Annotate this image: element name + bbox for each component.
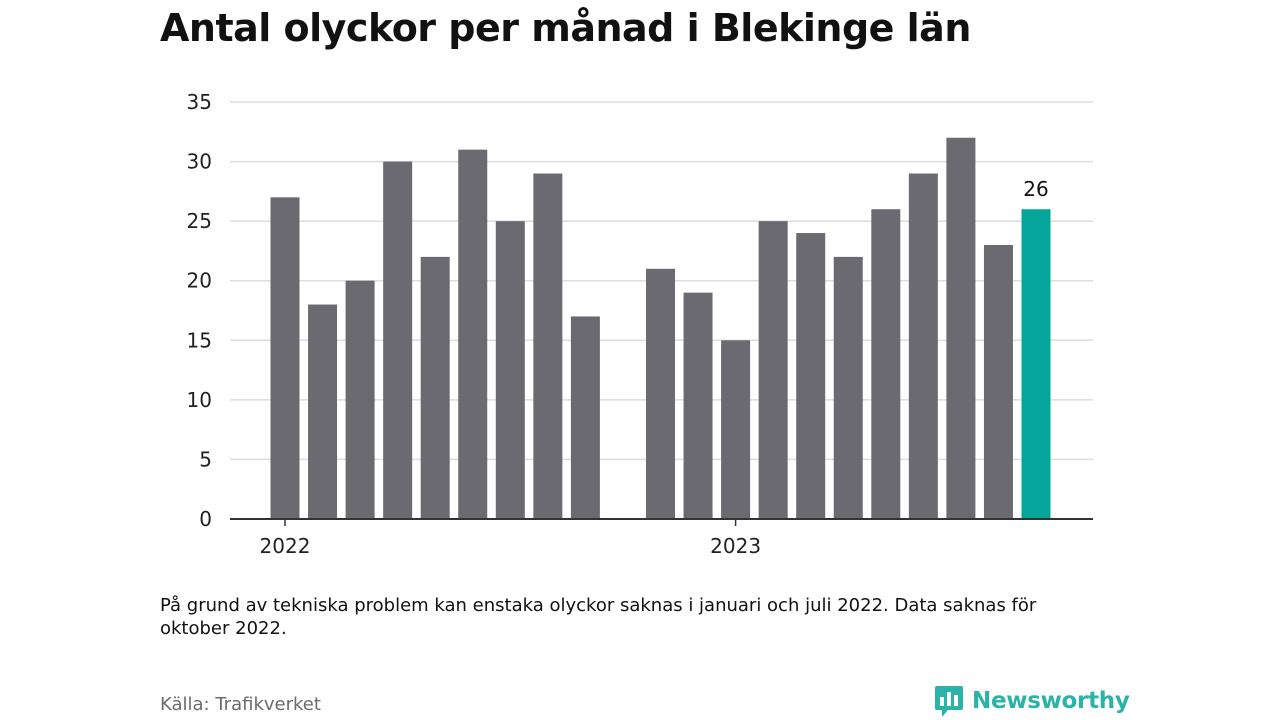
chart-note: På grund av tekniska problem kan enstaka… bbox=[160, 595, 1037, 639]
bar bbox=[420, 256, 450, 519]
bar bbox=[458, 149, 488, 519]
bar bbox=[683, 292, 713, 519]
y-tick-label: 35 bbox=[187, 90, 212, 114]
bar-chart: 0 5 10 15 20 25 30 35 2022 2023 26 bbox=[187, 90, 1093, 558]
y-tick-label: 30 bbox=[187, 150, 212, 174]
bar bbox=[721, 340, 751, 519]
bar bbox=[983, 244, 1013, 519]
y-tick-label: 10 bbox=[187, 388, 212, 412]
data-label: 26 bbox=[1023, 177, 1048, 201]
y-tick-label: 20 bbox=[187, 269, 212, 293]
y-tick-label: 25 bbox=[187, 209, 212, 233]
bar-highlight bbox=[1021, 209, 1051, 519]
brand-logo: Newsworthy bbox=[934, 684, 1130, 718]
bar bbox=[758, 221, 788, 519]
bar bbox=[796, 233, 826, 520]
chart-title: Antal olyckor per månad i Blekinge län bbox=[160, 6, 971, 50]
bar bbox=[570, 316, 600, 519]
x-tick-label: 2022 bbox=[260, 534, 311, 558]
y-axis-ticks: 0 5 10 15 20 25 30 35 bbox=[187, 90, 212, 531]
bar bbox=[871, 209, 901, 519]
bar bbox=[308, 304, 338, 519]
bar bbox=[533, 173, 563, 519]
bars bbox=[270, 137, 1051, 520]
y-tick-label: 0 bbox=[199, 507, 212, 531]
bar bbox=[646, 268, 675, 519]
bar bbox=[833, 256, 863, 519]
brand-name: Newsworthy bbox=[972, 688, 1130, 714]
y-tick-label: 5 bbox=[199, 447, 212, 471]
bar bbox=[495, 221, 525, 519]
x-tick-label: 2023 bbox=[710, 534, 761, 558]
newsworthy-logo-icon bbox=[935, 686, 963, 717]
bar bbox=[908, 173, 938, 519]
bar bbox=[946, 137, 976, 519]
y-tick-label: 15 bbox=[187, 328, 212, 352]
bar bbox=[383, 161, 413, 520]
source-label: Källa: Trafikverket bbox=[160, 694, 321, 715]
bar bbox=[345, 280, 375, 519]
bar bbox=[270, 197, 300, 520]
x-axis: 2022 2023 bbox=[230, 518, 1093, 558]
data-labels: 26 bbox=[1023, 177, 1048, 201]
